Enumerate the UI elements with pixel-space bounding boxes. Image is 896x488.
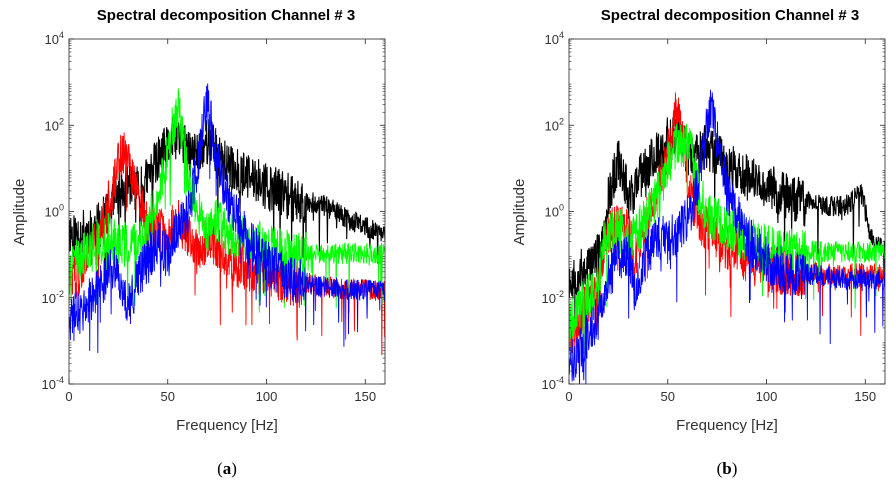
panel-b-series-group — [569, 89, 885, 384]
panel-b-series-2 — [569, 123, 885, 354]
panel-b-caption: (b) — [717, 459, 738, 478]
panel-a-ylabel: Amplitude — [11, 179, 28, 246]
panel-a-caption: (a) — [217, 459, 237, 478]
panel-b-ytick-label: 10-4 — [542, 375, 564, 392]
panel-b: Spectral decomposition Channel # 3 Ampli… — [511, 7, 886, 478]
panel-b-series-0 — [569, 113, 885, 320]
panel-a-xtick-label: 0 — [65, 389, 72, 404]
panel-a-ytick-label: 102 — [45, 116, 64, 133]
panel-a-xtick-label: 100 — [256, 389, 278, 404]
panel-a-series-3 — [69, 83, 385, 354]
panel-b-title: Spectral decomposition Channel # 3 — [601, 7, 859, 24]
panel-b-xtick-label: 100 — [756, 389, 778, 404]
panel-a-xtick-label: 50 — [161, 389, 175, 404]
panel-a: Spectral decomposition Channel # 3 Ampli… — [11, 7, 386, 478]
panel-a-title: Spectral decomposition Channel # 3 — [97, 7, 355, 24]
panel-b-xtick-label: 0 — [565, 389, 572, 404]
panel-b-ylabel: Amplitude — [511, 179, 528, 246]
panel-b-ytick-label: 100 — [545, 203, 564, 220]
panel-b-ytick-label: 104 — [545, 30, 564, 47]
panel-b-series-3 — [569, 89, 885, 384]
panel-b-xtick-label: 150 — [854, 389, 876, 404]
panel-a-xtick-label: 150 — [354, 389, 376, 404]
panel-b-ytick-label: 10-2 — [542, 289, 564, 306]
panel-a-ytick-label: 10-2 — [42, 289, 64, 306]
panel-a-ytick-label: 104 — [45, 30, 64, 47]
panel-a-plot-area: 0 50 100 150 10-4 10-2 100 102 104 — [42, 30, 386, 404]
panel-a-ytick-label: 10-4 — [42, 375, 64, 392]
panel-b-xtick-label: 50 — [661, 389, 675, 404]
panel-a-ytick-label: 100 — [45, 203, 64, 220]
panel-a-series-2 — [69, 88, 385, 313]
panel-b-xlabel: Frequency [Hz] — [676, 417, 778, 434]
panel-a-xlabel: Frequency [Hz] — [176, 417, 278, 434]
panel-b-plot-area: 0 50 100 150 10-4 10-2 100 102 104 — [542, 30, 886, 404]
panel-a-series-group — [69, 83, 385, 356]
panel-b-ytick-label: 102 — [545, 116, 564, 133]
